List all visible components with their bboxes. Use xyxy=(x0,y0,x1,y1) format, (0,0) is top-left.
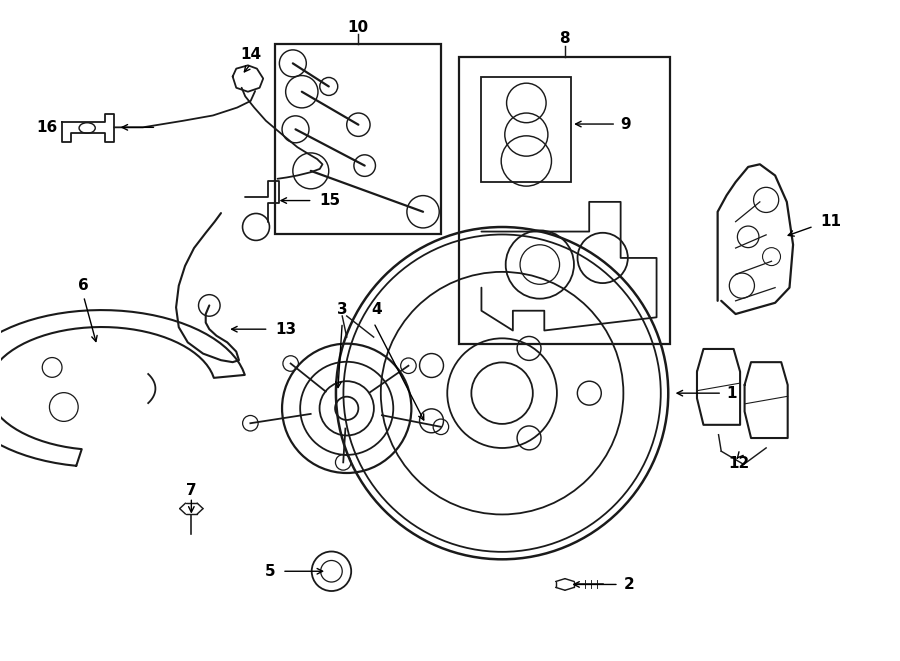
Text: 9: 9 xyxy=(621,116,631,132)
Text: 14: 14 xyxy=(240,48,261,62)
Text: 3: 3 xyxy=(337,302,347,317)
Text: 11: 11 xyxy=(820,214,841,229)
Text: 16: 16 xyxy=(36,120,58,135)
Text: 7: 7 xyxy=(186,483,197,498)
Text: 8: 8 xyxy=(559,32,570,46)
Bar xyxy=(482,77,572,182)
Bar xyxy=(274,44,441,233)
Text: 4: 4 xyxy=(371,302,382,317)
Text: 12: 12 xyxy=(729,456,750,471)
Text: 10: 10 xyxy=(347,20,368,34)
Text: 5: 5 xyxy=(266,564,275,579)
Text: 1: 1 xyxy=(726,385,737,401)
Bar xyxy=(459,57,670,344)
Text: 2: 2 xyxy=(624,577,634,592)
Text: 13: 13 xyxy=(274,322,296,336)
Text: 6: 6 xyxy=(78,278,89,293)
Text: 15: 15 xyxy=(319,193,340,208)
